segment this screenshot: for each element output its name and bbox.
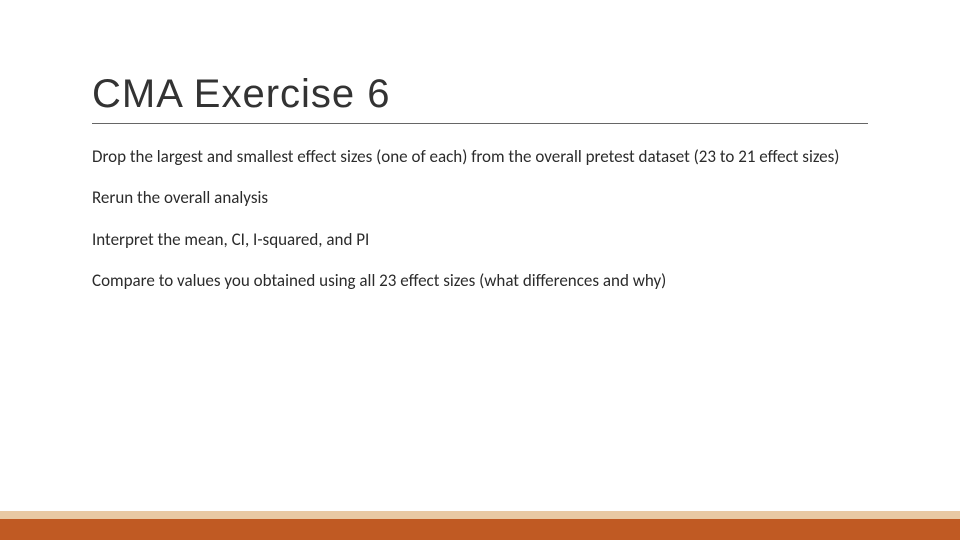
accent-bar bbox=[0, 511, 960, 540]
slide-content: CMA Exercise 6 Drop the largest and smal… bbox=[0, 0, 960, 291]
accent-bar-light bbox=[0, 511, 960, 519]
slide: CMA Exercise 6 Drop the largest and smal… bbox=[0, 0, 960, 540]
slide-title: CMA Exercise 6 bbox=[92, 72, 868, 124]
accent-bar-dark bbox=[0, 519, 960, 540]
body-paragraph: Drop the largest and smallest effect siz… bbox=[92, 146, 868, 167]
body-paragraph: Interpret the mean, CI, I-squared, and P… bbox=[92, 229, 868, 250]
body-paragraph: Compare to values you obtained using all… bbox=[92, 270, 868, 291]
body-paragraph: Rerun the overall analysis bbox=[92, 187, 868, 208]
